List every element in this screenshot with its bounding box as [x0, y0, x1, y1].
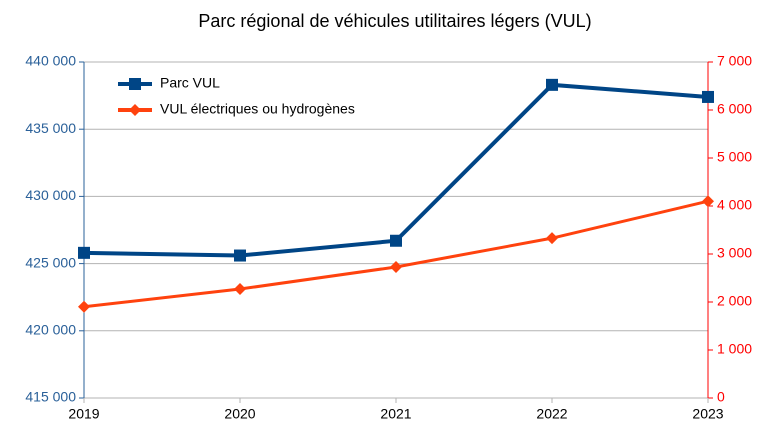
x-tick-label: 2023 — [692, 406, 723, 422]
marker — [129, 78, 141, 90]
marker — [546, 78, 558, 91]
y2-tick-label: 0 — [717, 389, 725, 405]
marker — [234, 283, 246, 296]
x-tick-label: 2021 — [380, 406, 411, 422]
marker — [78, 300, 90, 313]
y-tick-label: 430 000 — [25, 187, 76, 203]
legend-label: Parc VUL — [160, 75, 220, 91]
y2-tick-label: 1 000 — [717, 341, 752, 357]
x-tick-label: 2019 — [68, 406, 99, 422]
y-tick-label: 425 000 — [25, 254, 76, 270]
marker — [390, 260, 402, 273]
marker — [702, 90, 714, 103]
marker — [546, 232, 558, 245]
y-tick-label: 420 000 — [25, 322, 76, 338]
marker — [78, 246, 90, 259]
chart-title: Parc régional de véhicules utilitaires l… — [198, 11, 591, 31]
legend-label: VUL électriques ou hydrogènes — [160, 101, 355, 117]
y2-tick-label: 7 000 — [717, 53, 752, 69]
y-tick-label: 435 000 — [25, 120, 76, 136]
y2-tick-label: 4 000 — [717, 197, 752, 213]
marker — [129, 104, 141, 116]
y2-tick-label: 2 000 — [717, 293, 752, 309]
marker — [702, 195, 714, 208]
marker — [234, 249, 246, 262]
x-tick-label: 2022 — [536, 406, 567, 422]
y-tick-label: 415 000 — [25, 389, 76, 405]
y2-tick-label: 5 000 — [717, 149, 752, 165]
y-tick-label: 440 000 — [25, 53, 76, 69]
y2-tick-label: 6 000 — [717, 101, 752, 117]
x-tick-label: 2020 — [224, 406, 255, 422]
marker — [390, 234, 402, 247]
y2-tick-label: 3 000 — [717, 245, 752, 261]
